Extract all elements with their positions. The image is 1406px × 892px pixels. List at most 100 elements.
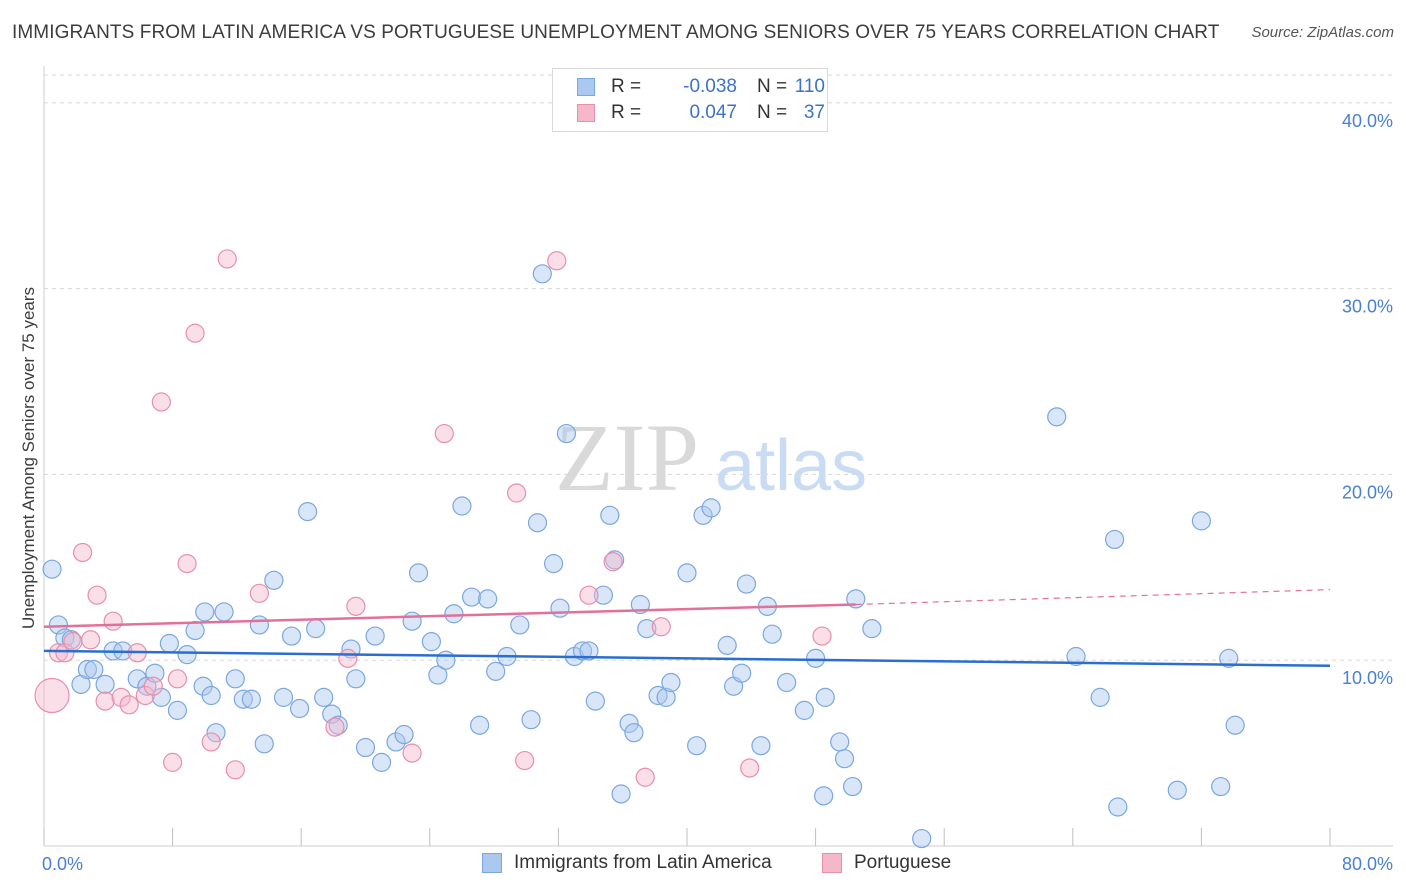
point-portuguese <box>225 760 245 780</box>
point-latin-america <box>185 620 205 641</box>
point-latin-america <box>452 496 472 516</box>
point-latin-america <box>1191 511 1212 531</box>
point-latin-america <box>556 423 577 444</box>
point-latin-america <box>478 589 498 609</box>
point-latin-america <box>527 513 548 533</box>
legend: R = -0.038 N = 110 R = 0.047 N = 37 <box>552 68 828 132</box>
point-latin-america <box>233 689 253 709</box>
point-latin-america <box>834 749 855 769</box>
y-tick-label: 30.0% <box>1342 297 1393 317</box>
point-latin-america <box>214 602 234 622</box>
y-axis-label: Unemployment Among Seniors over 75 years <box>19 287 38 629</box>
point-latin-america <box>762 624 782 644</box>
point-latin-america <box>585 691 605 711</box>
point-latin-america <box>386 732 406 752</box>
point-latin-america <box>677 563 697 583</box>
point-latin-america <box>289 698 310 719</box>
point-latin-america <box>1104 529 1125 550</box>
point-portuguese <box>167 669 188 689</box>
point-latin-america <box>550 598 570 618</box>
point-latin-america <box>298 501 318 522</box>
point-portuguese <box>201 732 221 752</box>
watermark-zip: ZIP <box>555 404 699 511</box>
point-latin-america <box>687 736 707 756</box>
point-latin-america <box>249 615 270 635</box>
point-latin-america <box>912 828 932 849</box>
point-latin-america <box>77 659 98 680</box>
point-portuguese <box>338 648 358 668</box>
point-latin-america <box>225 669 245 689</box>
point-latin-america <box>693 505 713 525</box>
point-portuguese <box>34 677 70 714</box>
bottom-legend-label: Immigrants from Latin America <box>514 852 772 873</box>
point-latin-america <box>1211 776 1231 797</box>
point-latin-america <box>264 570 284 590</box>
x-tick-label-min: 0.0% <box>42 854 83 874</box>
source-label: Source: ZipAtlas.com <box>1251 24 1394 41</box>
legend-swatch-pink <box>577 104 595 122</box>
legend-r-label: R = <box>611 76 642 97</box>
legend-n-label: N = <box>757 76 788 97</box>
point-latin-america <box>281 626 302 646</box>
point-portuguese <box>103 611 123 631</box>
point-latin-america <box>394 724 414 745</box>
point-latin-america <box>648 685 668 706</box>
point-latin-america <box>736 574 757 594</box>
point-latin-america <box>314 687 334 707</box>
point-portuguese <box>143 676 163 696</box>
point-latin-america <box>717 635 737 655</box>
point-latin-america <box>814 786 834 806</box>
point-latin-america <box>572 641 593 661</box>
point-portuguese <box>72 542 93 563</box>
legend-n-value: 110 <box>794 76 825 97</box>
point-latin-america <box>436 650 456 670</box>
legend-r-label: R = <box>611 102 642 123</box>
point-portuguese <box>515 750 535 771</box>
point-latin-america <box>328 715 348 735</box>
point-latin-america <box>1066 646 1086 667</box>
point-latin-america <box>815 687 835 707</box>
point-portuguese <box>402 743 422 763</box>
point-latin-america <box>444 604 464 624</box>
point-latin-america <box>470 715 490 735</box>
point-portuguese <box>635 767 655 787</box>
point-latin-america <box>127 669 147 689</box>
point-latin-america <box>751 736 771 756</box>
point-latin-america <box>862 619 882 639</box>
point-latin-america <box>656 687 676 707</box>
point-latin-america <box>1047 407 1067 427</box>
y-tick-label: 10.0% <box>1342 668 1393 688</box>
point-latin-america <box>486 661 506 681</box>
bottom-legend-label: Portuguese <box>854 852 952 873</box>
point-latin-america <box>371 752 392 772</box>
point-latin-america <box>619 713 639 733</box>
point-portuguese <box>249 583 270 603</box>
point-latin-america <box>532 264 552 284</box>
legend-r-value: 0.047 <box>689 102 737 123</box>
point-latin-america <box>543 554 564 574</box>
point-latin-america <box>177 645 197 665</box>
x-tick-label-max: 80.0% <box>1342 854 1393 874</box>
point-portuguese <box>95 691 115 711</box>
grid-lines <box>44 74 1393 661</box>
point-portuguese <box>55 643 75 663</box>
point-latin-america <box>201 685 221 706</box>
point-portuguese <box>603 552 623 572</box>
legend-n-value: 37 <box>803 102 825 123</box>
bottom-legend-swatch-blue <box>482 853 502 873</box>
point-latin-america <box>421 632 442 652</box>
point-latin-america <box>661 672 681 693</box>
point-portuguese <box>740 758 760 778</box>
point-portuguese <box>185 323 205 343</box>
point-latin-america <box>732 663 752 683</box>
y-tick-label: 20.0% <box>1342 482 1393 502</box>
trend-line-portuguese-extension <box>855 589 1331 606</box>
point-portuguese <box>151 392 171 412</box>
point-latin-america <box>630 594 650 615</box>
point-latin-america <box>428 665 448 685</box>
watermark-atlas: atlas <box>715 426 867 506</box>
point-latin-america <box>842 776 863 797</box>
point-portuguese <box>48 643 69 663</box>
point-portuguese <box>812 626 832 646</box>
point-portuguese <box>63 632 83 652</box>
